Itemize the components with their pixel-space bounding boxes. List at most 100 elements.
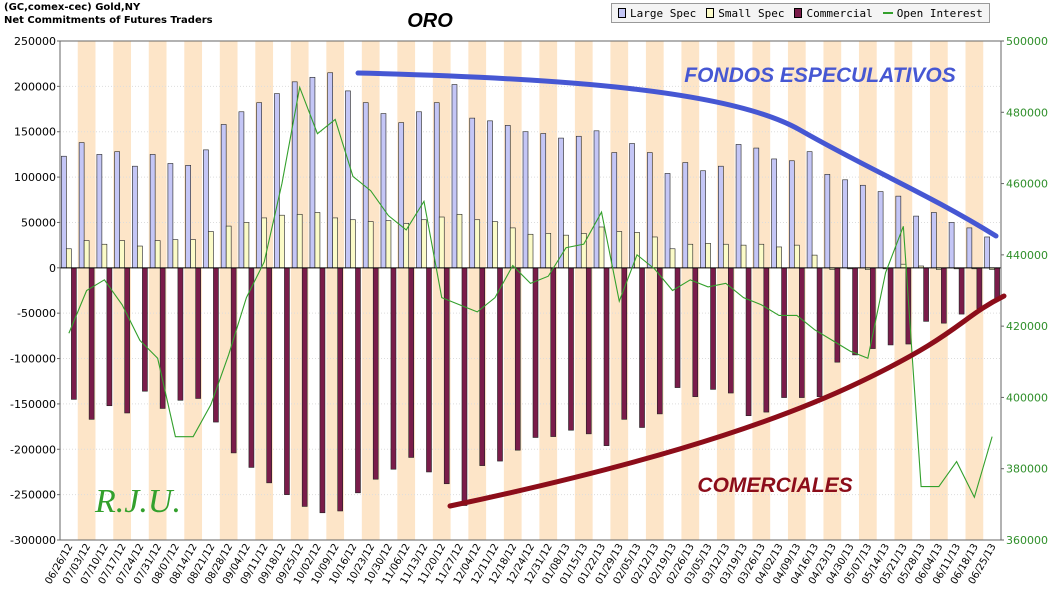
commercial-bar bbox=[337, 267, 344, 512]
large-spec-bar bbox=[771, 158, 777, 269]
y-tick-label: -250000 bbox=[10, 489, 56, 502]
small-spec-bar bbox=[421, 219, 427, 269]
small-spec-bar bbox=[119, 240, 125, 269]
commercial-bar bbox=[852, 267, 858, 356]
large-spec-bar bbox=[611, 152, 618, 269]
large-spec-bar bbox=[522, 131, 529, 269]
large-spec-bar bbox=[860, 184, 866, 269]
large-spec-bar bbox=[274, 93, 280, 269]
large-spec-bar bbox=[877, 191, 884, 269]
commercial-bar bbox=[88, 267, 95, 420]
chart-title: ORO bbox=[407, 10, 453, 32]
large-spec-bar bbox=[735, 144, 742, 269]
large-spec-bar bbox=[504, 125, 511, 269]
large-spec-bar bbox=[931, 212, 937, 269]
annotation-curves bbox=[355, 70, 1007, 509]
small-spec-bar bbox=[296, 213, 303, 269]
small-spec-bar bbox=[350, 219, 356, 269]
commercial-bar bbox=[319, 267, 326, 514]
y-tick-label: -300000 bbox=[10, 534, 56, 547]
commercial-bar bbox=[408, 267, 415, 458]
commercial-bar bbox=[692, 267, 699, 397]
small-spec-bar bbox=[367, 221, 374, 269]
small-spec-bar bbox=[900, 263, 907, 269]
y2-tick-label: 480000 bbox=[1006, 106, 1048, 119]
large-spec-bar bbox=[984, 236, 990, 269]
open-interest-line bbox=[68, 85, 993, 499]
commercial-bar bbox=[142, 267, 148, 392]
y-tick-label: -200000 bbox=[10, 443, 56, 456]
annotation-funds: FONDOS ESPECULATIVOS bbox=[684, 64, 955, 87]
small-spec-bar bbox=[137, 245, 143, 269]
commercial-bar bbox=[674, 267, 681, 388]
large-spec-bar bbox=[433, 102, 440, 269]
large-spec-bar bbox=[540, 133, 547, 269]
small-spec-bar bbox=[456, 213, 463, 269]
commercial-bar bbox=[799, 267, 805, 398]
commercial-bar bbox=[656, 267, 663, 415]
large-spec-bar bbox=[327, 72, 334, 269]
commercial-bar bbox=[266, 267, 272, 484]
legend-label-commercial: Commercial bbox=[806, 6, 873, 20]
y2-tick-label: 460000 bbox=[1006, 178, 1048, 191]
signature: R.J.U. bbox=[94, 483, 181, 520]
large-spec-bar bbox=[575, 135, 582, 269]
commercial-bar bbox=[568, 267, 574, 431]
commercial-bar bbox=[781, 267, 787, 398]
large-spec-bar bbox=[96, 154, 103, 269]
large-spec-bar bbox=[114, 151, 120, 269]
commercial-bar bbox=[639, 267, 645, 428]
small-spec-bar bbox=[314, 212, 321, 269]
commercial-bar bbox=[284, 267, 290, 495]
large-spec-bar bbox=[380, 113, 387, 269]
small-spec-bar bbox=[616, 231, 623, 269]
large-spec-bar bbox=[700, 170, 706, 269]
commercial-bar bbox=[71, 267, 77, 400]
stripe bbox=[929, 41, 948, 540]
large-spec-bar bbox=[78, 142, 85, 269]
large-spec-bar bbox=[806, 151, 813, 269]
stripe bbox=[894, 41, 913, 540]
y2-tick-label: 360000 bbox=[1006, 534, 1048, 547]
large-spec-bar bbox=[629, 143, 635, 269]
commercial-bar bbox=[355, 267, 361, 494]
large-spec-bar bbox=[646, 152, 653, 269]
legend-item-open-interest: Open Interest bbox=[882, 7, 983, 20]
commercial-bar bbox=[958, 267, 965, 315]
commercial-bar bbox=[585, 267, 592, 435]
small-spec-bar bbox=[776, 246, 782, 269]
stripe bbox=[823, 41, 842, 540]
y2-tick-label: 400000 bbox=[1006, 391, 1048, 404]
legend-label-small-spec: Small Spec bbox=[718, 6, 785, 20]
commercials-trend-curve bbox=[447, 293, 1007, 509]
plot-frame bbox=[59, 40, 1002, 541]
large-spec-bar bbox=[309, 76, 316, 269]
commercial-bar bbox=[479, 267, 486, 466]
y2-tick-label: 380000 bbox=[1006, 463, 1048, 476]
y-axis-right: 500000 480000 460000 440000 420000 400000 3800… bbox=[1001, 35, 1048, 547]
commercial-bar bbox=[390, 267, 397, 470]
commercial-bar bbox=[230, 267, 237, 454]
commercial-bar bbox=[976, 267, 983, 309]
y-tick-label: 50000 bbox=[21, 216, 56, 229]
commercial-bar bbox=[195, 267, 201, 399]
large-spec-bar bbox=[238, 111, 245, 269]
large-spec-bar bbox=[203, 149, 209, 269]
legend-item-large-spec: Large Spec bbox=[618, 7, 696, 20]
large-spec-bar bbox=[416, 111, 422, 269]
large-spec-bar bbox=[291, 81, 298, 269]
commercial-bar bbox=[301, 267, 308, 507]
small-spec-bar bbox=[687, 243, 694, 269]
small-spec-bar bbox=[438, 216, 445, 269]
small-spec-bar bbox=[154, 240, 161, 269]
y-tick-label: 250000 bbox=[14, 35, 56, 48]
small-spec-bar bbox=[669, 248, 676, 269]
y-tick-label: 0 bbox=[49, 262, 56, 275]
stripe bbox=[716, 41, 735, 540]
large-spec-bar bbox=[220, 124, 227, 269]
commercial-bar bbox=[124, 267, 130, 414]
y-tick-label: 150000 bbox=[14, 126, 56, 139]
large-spec-bar bbox=[61, 155, 67, 269]
commercial-bar bbox=[994, 267, 1000, 299]
